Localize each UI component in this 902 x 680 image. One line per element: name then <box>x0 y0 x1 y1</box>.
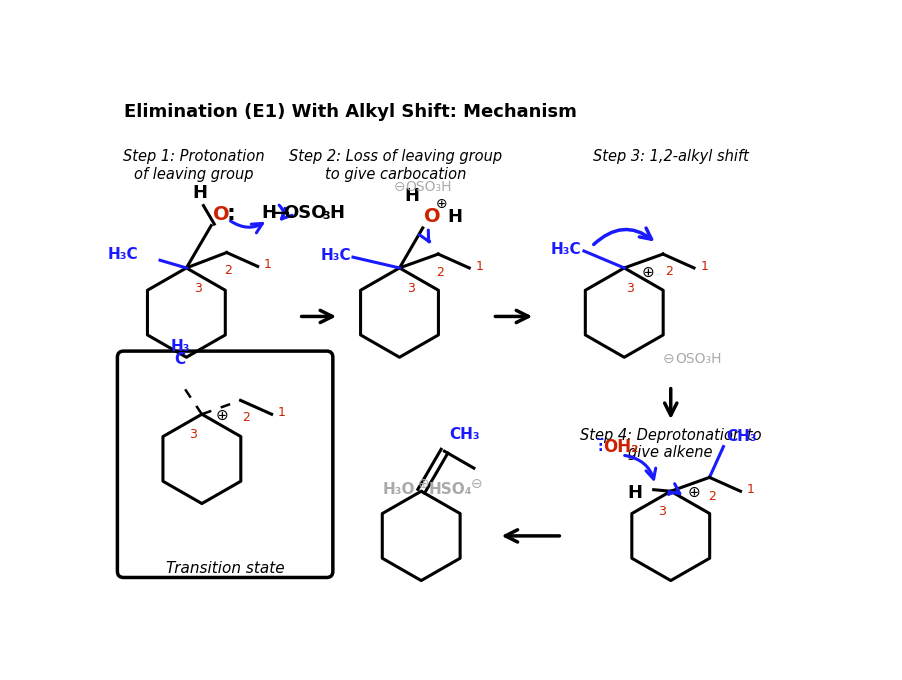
Text: 3: 3 <box>194 282 202 295</box>
Text: ⊕: ⊕ <box>641 265 654 280</box>
Text: CH₃: CH₃ <box>449 427 480 442</box>
Text: 1: 1 <box>278 406 286 419</box>
Text: 2: 2 <box>436 266 444 279</box>
Text: 1: 1 <box>747 483 755 496</box>
Text: Elimination (E1) With Alkyl Shift: Mechanism: Elimination (E1) With Alkyl Shift: Mecha… <box>124 103 576 121</box>
Text: H₃: H₃ <box>170 339 190 354</box>
Text: H: H <box>193 184 207 203</box>
Text: Step 1: Protonation
of leaving group: Step 1: Protonation of leaving group <box>124 150 265 182</box>
Text: 2: 2 <box>666 265 673 278</box>
Text: O: O <box>424 207 441 226</box>
Text: H: H <box>628 483 643 502</box>
Text: ⊕: ⊕ <box>688 486 701 500</box>
Text: H: H <box>330 203 345 222</box>
Text: Step 2: Loss of leaving group
to give carbocation: Step 2: Loss of leaving group to give ca… <box>289 150 502 182</box>
Text: O: O <box>213 205 229 224</box>
Text: 3: 3 <box>658 505 666 518</box>
Text: Step 3: 1,2-alkyl shift: Step 3: 1,2-alkyl shift <box>593 150 749 165</box>
Text: ⊕: ⊕ <box>436 197 447 211</box>
Text: 1: 1 <box>264 258 272 271</box>
Text: :: : <box>226 204 235 224</box>
Text: ⊖: ⊖ <box>393 180 405 194</box>
Text: H₃C: H₃C <box>107 247 138 262</box>
Text: C: C <box>175 352 186 367</box>
Text: 2: 2 <box>708 490 716 503</box>
Text: 2: 2 <box>242 411 250 424</box>
Text: HSO₄: HSO₄ <box>429 482 473 497</box>
Text: OH₂: OH₂ <box>603 439 639 456</box>
Text: CH₃: CH₃ <box>726 428 757 443</box>
Text: H: H <box>447 208 463 226</box>
Text: H₃C: H₃C <box>550 242 581 257</box>
Text: OSO: OSO <box>283 203 327 222</box>
Text: 3: 3 <box>323 211 330 222</box>
Text: H₃C: H₃C <box>321 248 352 263</box>
Text: :: : <box>597 441 603 454</box>
Text: 3: 3 <box>407 282 415 295</box>
FancyBboxPatch shape <box>117 351 333 577</box>
Text: H₃O: H₃O <box>382 482 415 497</box>
Text: OSO₃H: OSO₃H <box>676 352 722 366</box>
Text: 1: 1 <box>475 260 483 273</box>
Text: 3: 3 <box>189 428 198 441</box>
Text: ..: .. <box>595 430 605 443</box>
Text: ⊕: ⊕ <box>419 477 429 492</box>
Text: 3: 3 <box>626 282 634 295</box>
Text: Transition state: Transition state <box>166 560 284 575</box>
Text: H: H <box>262 203 277 222</box>
Text: ⊖: ⊖ <box>471 477 483 492</box>
Text: OSO₃H: OSO₃H <box>406 180 452 194</box>
Text: —: — <box>272 203 290 222</box>
Text: ⊖: ⊖ <box>663 352 675 366</box>
Text: ⊕: ⊕ <box>216 408 228 423</box>
Text: Step 4: Deprotonation to
give alkene: Step 4: Deprotonation to give alkene <box>580 428 761 460</box>
Text: 2: 2 <box>225 264 232 277</box>
Text: H: H <box>404 187 419 205</box>
Text: 1: 1 <box>700 260 708 273</box>
